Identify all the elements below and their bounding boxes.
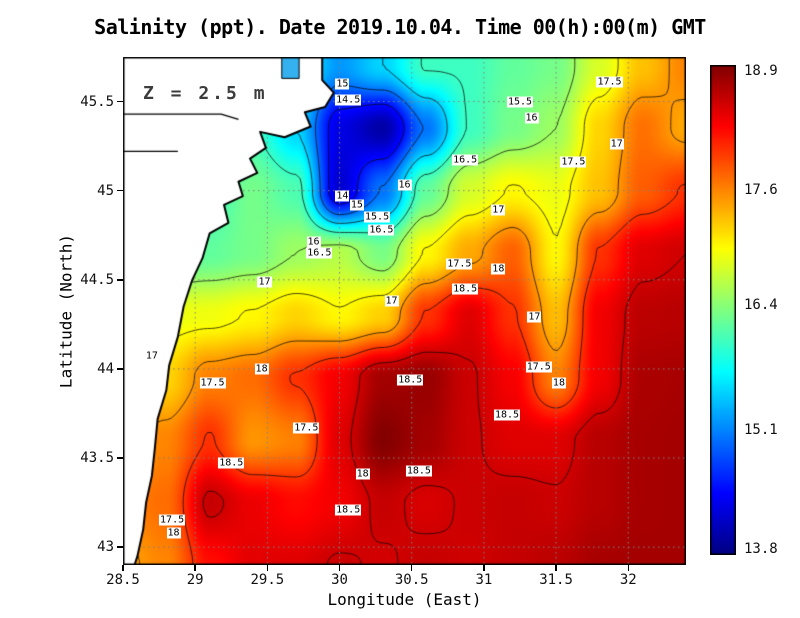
contour-label: 15 [335,78,350,90]
contour-label: 18.5 [218,457,245,469]
x-axis-title: Longitude (East) [327,590,482,609]
contour-label: 14 [335,190,350,202]
colorbar-tick-label: 17.6 [744,181,778,198]
contour-label: 14.5 [335,94,362,106]
contour-label: 16 [306,236,321,248]
chart-title: Salinity (ppt). Date 2019.10.04. Time 00… [94,15,706,39]
contour-label: 17.5 [199,377,226,389]
contour-label: 18 [355,468,370,480]
colorbar-tick-label: 13.8 [744,541,778,557]
contour-label: 17 [609,138,624,150]
contour-labels-layer: 15 14.5 17.5 15.5 16 16.5 17.5 17 14 16 15 15.5 16.5… [123,57,686,565]
contour-label: 17.5 [560,156,587,168]
contour-label: 16 [524,112,539,124]
contour-label: 15 [349,199,364,211]
plot-area: 15 14.5 17.5 15.5 16 16.5 17.5 17 14 16 15 15.5 16.5… [123,57,686,565]
contour-label: 16 [397,179,412,191]
contour-label: 18 [551,377,566,389]
contour-label: 18.5 [397,374,424,386]
contour-label: 18.5 [452,283,479,295]
contour-label: 17.5 [159,514,186,526]
contour-label: 17 [491,204,506,216]
depth-annotation: Z = 2.5 m [143,83,268,104]
contour-label: 17 [144,350,159,362]
colorbar-tick-label: 15.1 [744,422,778,439]
contour-label: 18.5 [405,465,432,477]
colorbar-tick-label: 16.4 [744,297,778,314]
colorbar-tick-label: 18.9 [744,63,778,79]
salinity-heatmap-canvas [123,57,686,565]
contour-label: 18 [254,363,269,375]
contour-label: 18.5 [335,504,362,516]
colorbar [710,65,736,555]
contour-label: 17.5 [446,258,473,270]
contour-label: 17 [527,311,542,323]
contour-label: 16.5 [452,154,479,166]
contour-label: 17.5 [293,422,320,434]
contour-label: 15.5 [506,96,534,108]
contour-label: 17.5 [525,361,552,373]
contour-label: 16.5 [368,224,395,236]
contour-label: 17 [257,276,272,288]
contour-label: 16.5 [306,247,333,259]
contour-label: 15.5 [364,211,391,223]
contour-label: 18 [491,263,506,275]
contour-label: 18.5 [493,409,521,421]
contour-label: 17.5 [596,76,623,88]
contour-label: 17 [384,295,399,307]
contour-label: 18 [166,527,181,539]
